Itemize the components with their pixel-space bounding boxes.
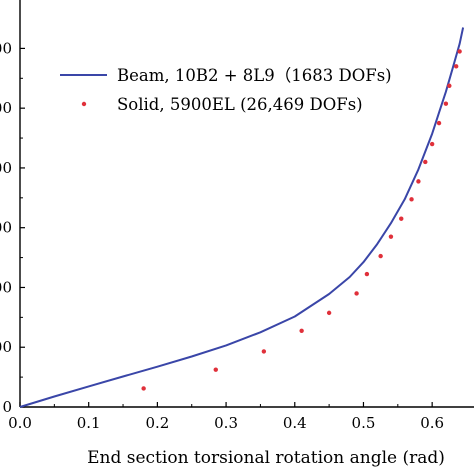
x-tick-label: 0.3 (214, 414, 238, 432)
x-tick-label: 0.5 (352, 414, 376, 432)
data-point-solid (443, 101, 449, 106)
data-point-solid (399, 216, 404, 221)
data-point-solid (457, 49, 462, 54)
legend-label-beam: Beam, 10B2 + 8L9（1683 DOFs) (117, 66, 392, 85)
y-tick-label: 0 (2, 398, 12, 416)
legend-swatch-solid (81, 101, 87, 107)
x-tick-label: 0.6 (420, 414, 444, 432)
data-point-solid (453, 64, 459, 69)
data-point-solid (354, 291, 359, 296)
data-point-solid (299, 328, 304, 333)
data-point-solid (261, 349, 267, 354)
y-ticks: 0000000000000 (0, 39, 25, 416)
y-tick-label: 00 (0, 219, 12, 237)
data-point-solid (436, 120, 442, 126)
data-point-solid (326, 310, 332, 316)
series-layer (19, 27, 465, 408)
y-tick-label: 00 (0, 39, 12, 57)
data-point-solid (429, 141, 435, 147)
data-point-solid (416, 179, 421, 184)
data-point-solid (409, 197, 414, 202)
x-axis-title: End section torsional rotation angle (ra… (87, 448, 445, 468)
y-tick-label: 00 (0, 99, 12, 117)
y-tick-label: 00 (0, 338, 12, 356)
y-tick-label: 00 (0, 159, 12, 177)
x-tick-label: 0.2 (145, 414, 169, 432)
data-point-solid (364, 271, 370, 277)
data-point-solid (447, 83, 452, 88)
data-point-solid (388, 234, 394, 239)
x-tick-label: 0.0 (8, 414, 32, 432)
x-tick-label: 0.4 (283, 414, 307, 432)
data-point-solid (213, 367, 218, 372)
x-tick-label: 0.1 (77, 414, 101, 432)
legend: Beam, 10B2 + 8L9（1683 DOFs) Solid, 5900E… (60, 66, 392, 114)
series-line-beam (19, 27, 465, 408)
x-ticks: 0.0 0.1 0.2 0.3 0.4 0.5 0.6 (8, 402, 444, 432)
plot-frame (19, 0, 474, 408)
data-point-solid (378, 253, 383, 259)
data-point-solid (423, 159, 428, 165)
data-point-solid (141, 386, 146, 391)
y-tick-label: 00 (0, 278, 12, 296)
legend-label-solid: Solid, 5900EL (26,469 DOFs) (117, 95, 363, 114)
